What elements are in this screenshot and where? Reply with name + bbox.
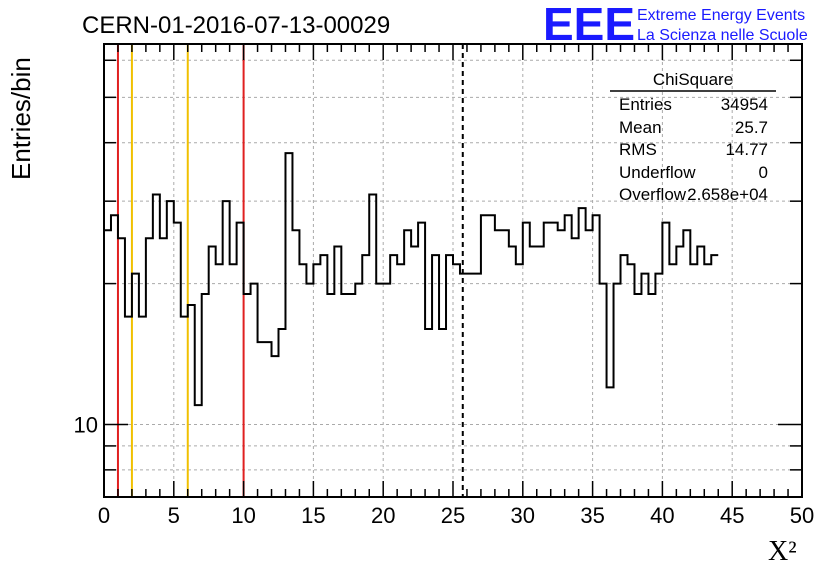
- x-tick-label: 25: [441, 503, 465, 528]
- y-tick-label: 10: [74, 412, 98, 437]
- histogram-outline: [104, 152, 719, 407]
- x-tick-label: 30: [511, 503, 535, 528]
- x-tick-label: 45: [720, 503, 744, 528]
- grid: [104, 44, 802, 498]
- stats-entries-value: 34954: [721, 95, 768, 114]
- stats-overflow-value: 2.658e+04: [687, 185, 768, 204]
- x-tick-label: 15: [301, 503, 325, 528]
- stats-box-title: ChiSquare: [653, 70, 733, 89]
- stats-box: ChiSquare Entries 34954 Mean 25.7 RMS 14…: [610, 70, 776, 204]
- x-tick-label: 35: [580, 503, 604, 528]
- stats-mean-value: 25.7: [735, 118, 768, 137]
- x-tick-label: 0: [98, 503, 110, 528]
- x-tick-label: 20: [371, 503, 395, 528]
- x-tick-label: 10: [231, 503, 255, 528]
- histogram: [104, 152, 719, 407]
- x-axis-label: X²: [768, 536, 797, 567]
- stats-underflow-value: 0: [759, 163, 768, 182]
- tick-labels: 0 5 10 15 20 25 30 35 40 45 50 10: [74, 412, 815, 528]
- axes: [103, 43, 803, 498]
- stats-overflow-label: Overflow: [619, 185, 687, 204]
- x-tick-label: 5: [168, 503, 180, 528]
- stats-rms-value: 14.77: [725, 140, 768, 159]
- y-axis-label: Entries/bin: [6, 57, 36, 180]
- chart-title: CERN-01-2016-07-13-00029: [82, 12, 390, 39]
- stats-mean-label: Mean: [619, 118, 662, 137]
- x-tick-label: 40: [650, 503, 674, 528]
- logo-line1: Extreme Energy Events: [637, 7, 805, 24]
- marker-lines: [116, 44, 464, 497]
- x-tick-label: 50: [790, 503, 814, 528]
- stats-rms-label: RMS: [619, 140, 657, 159]
- stats-underflow-label: Underflow: [619, 163, 696, 182]
- logo-line2: La Scienza nelle Scuole: [637, 27, 808, 44]
- logo-mark: EEE: [543, 0, 635, 50]
- stats-entries-label: Entries: [619, 95, 672, 114]
- eee-logo: EEE Extreme Energy Events La Scienza nel…: [543, 0, 808, 50]
